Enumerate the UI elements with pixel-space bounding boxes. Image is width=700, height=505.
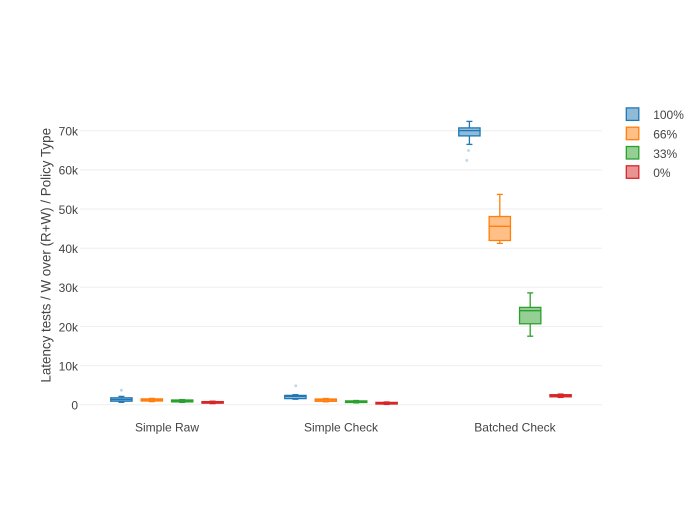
svg-text:100%: 100% — [653, 108, 684, 122]
svg-text:50k: 50k — [59, 203, 79, 217]
svg-text:0: 0 — [71, 399, 78, 413]
svg-text:Simple Check: Simple Check — [304, 421, 379, 435]
svg-text:Batched Check: Batched Check — [474, 421, 556, 435]
svg-text:30k: 30k — [59, 281, 79, 295]
svg-text:70k: 70k — [59, 125, 79, 139]
svg-text:0%: 0% — [653, 166, 671, 180]
svg-text:Simple Raw: Simple Raw — [135, 421, 199, 435]
svg-text:33%: 33% — [653, 147, 677, 161]
svg-text:60k: 60k — [59, 164, 79, 178]
svg-text:40k: 40k — [59, 242, 79, 256]
svg-text:20k: 20k — [59, 320, 79, 334]
svg-text:Latency tests / W over (R+W) /: Latency tests / W over (R+W) / Policy Ty… — [39, 128, 54, 383]
svg-text:66%: 66% — [653, 128, 677, 142]
svg-text:10k: 10k — [59, 359, 79, 373]
